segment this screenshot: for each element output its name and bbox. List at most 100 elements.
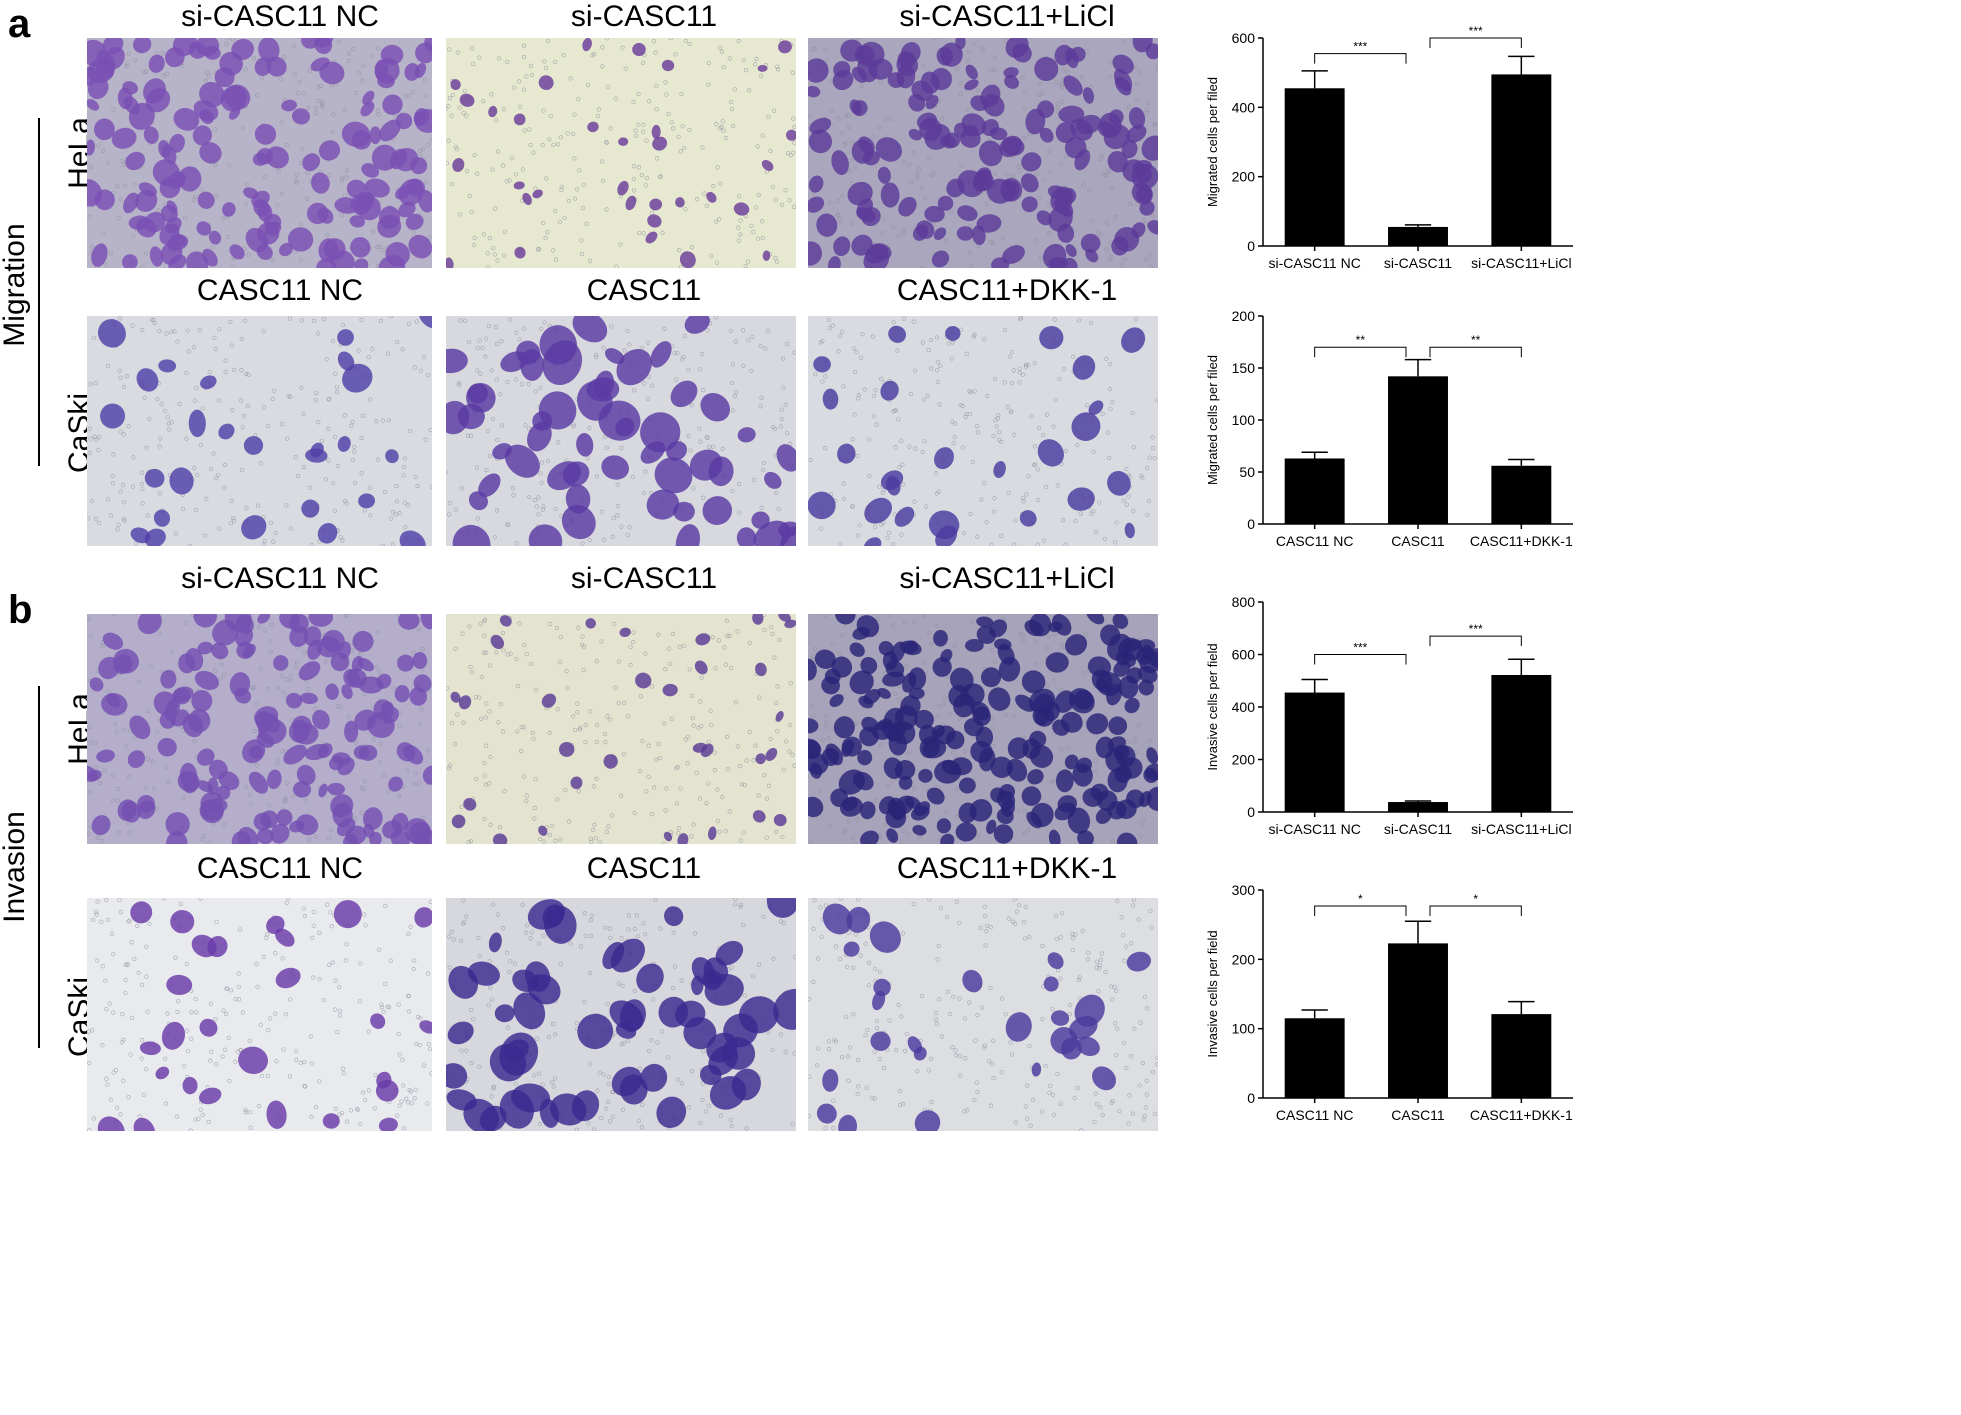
chart-svg: 0 50 100 150 200 Migrated cells per filed CASC…: [1205, 308, 1573, 549]
x-tick-label: CASC11 NC: [1276, 1107, 1354, 1123]
micrograph: [808, 316, 1158, 546]
bar-chart: 0 50 100 150 200 Migrated cells per filed CASC…: [1175, 298, 1575, 565]
significance-bracket: [1429, 346, 1522, 358]
x-tick-label: CASC11+DKK-1: [1470, 533, 1573, 549]
bar: [1284, 1018, 1345, 1098]
column-title: si-CASC11+LiCl: [899, 0, 1115, 33]
x-tick-label: si-CASC11: [1384, 255, 1452, 271]
significance-label: ***: [1353, 641, 1367, 655]
column-title: si-CASC11 NC: [181, 562, 379, 595]
significance-label: *: [1473, 892, 1478, 906]
y-tick-label: 600: [1232, 30, 1256, 46]
y-axis-label: Migrated cells per filed: [1205, 77, 1220, 207]
micrograph: [87, 898, 432, 1131]
micrograph: [446, 38, 796, 268]
y-tick-label: 400: [1232, 99, 1256, 115]
x-tick-label: CASC11 NC: [1276, 533, 1354, 549]
y-tick-label: 0: [1247, 804, 1255, 820]
significance-label: **: [1356, 333, 1366, 347]
column-title: si-CASC11: [570, 0, 718, 33]
significance-bracket: [1314, 654, 1407, 665]
significance-bracket: [1314, 53, 1407, 64]
x-tick-label: si-CASC11 NC: [1269, 255, 1361, 271]
column-title: CASC11: [586, 274, 702, 307]
bar: [1491, 74, 1552, 247]
bar: [1284, 692, 1345, 812]
y-tick-label: 400: [1232, 699, 1256, 715]
micrograph: [808, 898, 1158, 1131]
y-axis-label: Invasive cells per field: [1205, 930, 1220, 1057]
significance-label: *: [1358, 892, 1363, 906]
significance-label: ***: [1353, 40, 1367, 54]
significance-bracket: [1314, 346, 1407, 358]
chart-svg: 0 200 400 600 Migrated cells per filed si-CAS…: [1205, 24, 1573, 271]
group-label-migration: Migration: [0, 223, 31, 347]
significance-bracket: [1314, 905, 1407, 916]
y-tick-label: 300: [1232, 882, 1256, 898]
bar: [1284, 88, 1345, 247]
bar: [1491, 674, 1552, 812]
column-title: CASC11+DKK-1: [896, 274, 1118, 307]
chart-svg: 0 100 200 300 Invasive cells per field CASC11…: [1205, 882, 1573, 1123]
bar: [1388, 943, 1448, 1098]
significance-label: ***: [1469, 622, 1483, 636]
micrograph: [808, 614, 1158, 844]
bar-chart: 0 200 400 600 800 Invasive cells per field si-…: [1175, 584, 1575, 853]
column-title: si-CASC11: [570, 562, 718, 595]
y-tick-label: 600: [1232, 647, 1256, 663]
significance-bracket: [1429, 635, 1522, 647]
y-tick-label: 100: [1232, 412, 1256, 428]
x-tick-label: CASC11: [1391, 1107, 1445, 1123]
significance-label: ***: [1469, 24, 1483, 38]
bar: [1491, 465, 1552, 524]
micrograph: [446, 316, 796, 546]
bar: [1491, 1014, 1552, 1098]
micrograph: [87, 38, 432, 268]
panel-letter-b: b: [8, 588, 33, 632]
column-title: CASC11+DKK-1: [896, 852, 1118, 885]
micrograph: [87, 316, 432, 546]
bar: [1388, 802, 1448, 812]
panel-letter-a: a: [8, 2, 31, 46]
y-tick-label: 150: [1232, 360, 1256, 376]
x-tick-label: CASC11+DKK-1: [1470, 1107, 1573, 1123]
significance-label: **: [1471, 333, 1481, 347]
column-title: CASC11: [586, 852, 702, 885]
y-tick-label: 200: [1232, 308, 1256, 324]
x-tick-label: si-CASC11: [1384, 821, 1452, 837]
bar: [1388, 376, 1448, 524]
column-title: si-CASC11+LiCl: [899, 562, 1115, 595]
y-tick-label: 0: [1247, 238, 1255, 254]
y-tick-label: 800: [1232, 594, 1256, 610]
x-tick-label: si-CASC11 NC: [1269, 821, 1361, 837]
y-tick-label: 200: [1232, 951, 1256, 967]
y-tick-label: 50: [1239, 464, 1255, 480]
column-title: CASC11 NC: [196, 852, 364, 885]
x-tick-label: si-CASC11+LiCl: [1471, 255, 1572, 271]
y-axis-label: Invasive cells per field: [1205, 643, 1220, 770]
x-tick-label: CASC11: [1391, 533, 1445, 549]
x-tick-label: si-CASC11+LiCl: [1471, 821, 1572, 837]
micrograph: [808, 38, 1158, 268]
column-title: si-CASC11 NC: [181, 0, 379, 33]
y-tick-label: 0: [1247, 1090, 1255, 1106]
y-tick-label: 100: [1232, 1021, 1256, 1037]
group-label-invasion: Invasion: [0, 811, 31, 923]
group-divider-migration: [38, 118, 40, 466]
chart-svg: 0 200 400 600 800 Invasive cells per field si-…: [1205, 594, 1573, 837]
y-axis-label: Migrated cells per filed: [1205, 355, 1220, 485]
bar: [1284, 458, 1345, 524]
y-tick-label: 200: [1232, 169, 1256, 185]
micrograph: [87, 614, 432, 844]
bar: [1388, 226, 1448, 246]
significance-bracket: [1429, 905, 1522, 916]
significance-bracket: [1429, 37, 1522, 48]
y-tick-label: 200: [1232, 752, 1256, 768]
y-tick-label: 0: [1247, 516, 1255, 532]
group-divider-invasion: [38, 686, 40, 1048]
bar-chart: 0 200 400 600 Migrated cells per filed si-CAS…: [1175, 20, 1575, 287]
bar-chart: 0 100 200 300 Invasive cells per field CASC11…: [1175, 872, 1575, 1139]
micrograph: [446, 614, 796, 844]
micrograph: [446, 898, 796, 1131]
column-title: CASC11 NC: [196, 274, 364, 307]
